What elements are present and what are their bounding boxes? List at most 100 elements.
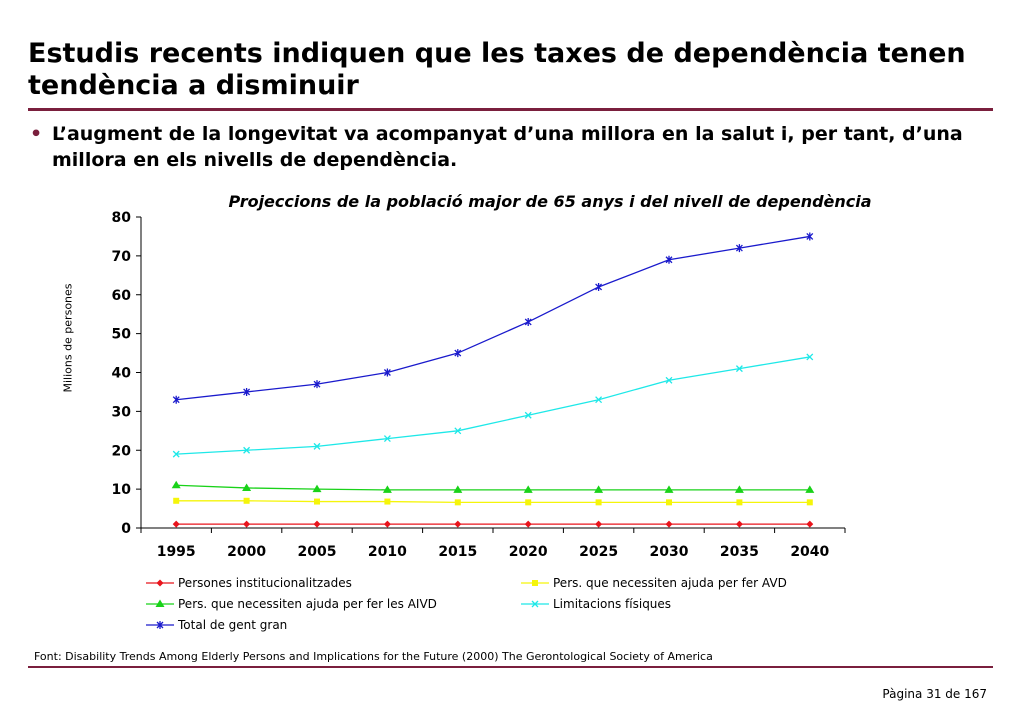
x-tick-label: 2010 [368,544,407,560]
series-2 [171,480,815,493]
data-point [454,349,462,358]
x-tick-label: 2040 [790,544,829,560]
x-tick-label: 2005 [298,544,337,560]
legend-label: Limitacions físiques [553,597,672,611]
legend-swatch [146,621,174,629]
series-line-4 [176,235,810,401]
legend-swatch [521,580,549,586]
data-point [383,435,391,443]
chart-title: Projeccions de la població major de 65 a… [228,192,872,211]
legend-swatch [521,600,549,608]
data-point [736,499,743,506]
title-divider [28,108,993,111]
data-point [313,442,321,450]
data-point [454,499,461,506]
data-point [243,446,251,454]
legend-label: Pers. que necessiten ajuda per fer les A… [178,597,437,611]
data-point [806,520,814,528]
data-point [666,499,672,506]
page-number: Pàgina 31 de 167 [882,687,987,701]
legend-label: Total de gent gran [178,618,288,632]
legend-marker [532,580,538,586]
legend-marker [156,579,164,587]
data-point [171,480,181,489]
data-point [665,255,673,264]
data-point [664,485,674,493]
data-point [243,520,251,528]
y-tick-label: 50 [112,327,132,343]
y-tick-label: 80 [112,210,132,226]
data-point [383,520,391,528]
series-line-2 [176,484,810,491]
data-point [242,483,252,491]
data-point [382,485,392,493]
legend-swatch [146,599,174,607]
data-point [454,520,462,528]
data-point [805,485,815,493]
data-point [806,353,814,361]
data-point [243,497,250,504]
footer-divider [28,666,993,668]
bullet-marker: • [30,123,43,145]
chart-legend: Persones institucionalitzades Pers. que n… [140,574,860,638]
x-tick-label: 2000 [227,544,266,560]
source-note: Font: Disability Trends Among Elderly Pe… [34,650,713,663]
series-0 [172,520,814,528]
x-tick-label: 2035 [720,544,759,560]
data-point [735,520,743,528]
data-point [453,485,463,493]
y-tick-label: 40 [112,366,132,382]
data-point [172,395,180,404]
y-tick-label: 70 [112,249,132,265]
series-4 [172,232,814,404]
data-point [595,282,603,291]
data-point [734,485,744,493]
data-point [172,450,180,458]
legend-swatch [146,579,174,587]
data-point [806,499,813,506]
data-point [523,485,533,493]
series-3 [172,353,814,458]
y-tick-label: 20 [112,443,132,459]
series-line-3 [176,356,810,455]
x-tick-label: 2030 [650,544,689,560]
legend-marker [156,621,164,629]
data-point [383,368,391,377]
data-point [313,380,321,389]
data-point [595,499,602,506]
data-point [595,396,603,404]
series-line-1 [176,500,810,503]
data-point [524,411,532,419]
slide-title: Estudis recents indiquen que les taxes d… [28,38,966,101]
data-point [525,499,532,506]
x-tick-label: 2015 [438,544,477,560]
series-1 [173,497,813,506]
data-point [595,520,603,528]
data-point [665,376,673,384]
data-point [314,498,320,505]
data-point [665,520,673,528]
y-tick-label: 0 [121,521,131,537]
data-point [313,520,321,528]
data-point [384,498,391,505]
data-point [454,427,462,435]
y-tick-label: 60 [112,288,132,304]
data-point [173,497,180,504]
data-point [524,317,532,326]
x-tick-label: 1995 [157,544,196,560]
legend-label: Pers. que necessiten ajuda per fer AVD [553,576,787,590]
data-point [735,244,743,253]
y-tick-label: 30 [112,404,132,420]
data-point [594,485,604,493]
legend-label: Persones institucionalitzades [178,576,352,590]
y-tick-label: 10 [112,482,132,498]
legend-marker [155,599,165,607]
data-point [524,520,532,528]
x-tick-label: 2025 [579,544,618,560]
bullet-text: L’augment de la longevitat va acompanyat… [52,123,963,171]
data-point [806,232,814,241]
x-tick-label: 2020 [509,544,548,560]
data-point [735,365,743,373]
data-point [312,484,322,493]
